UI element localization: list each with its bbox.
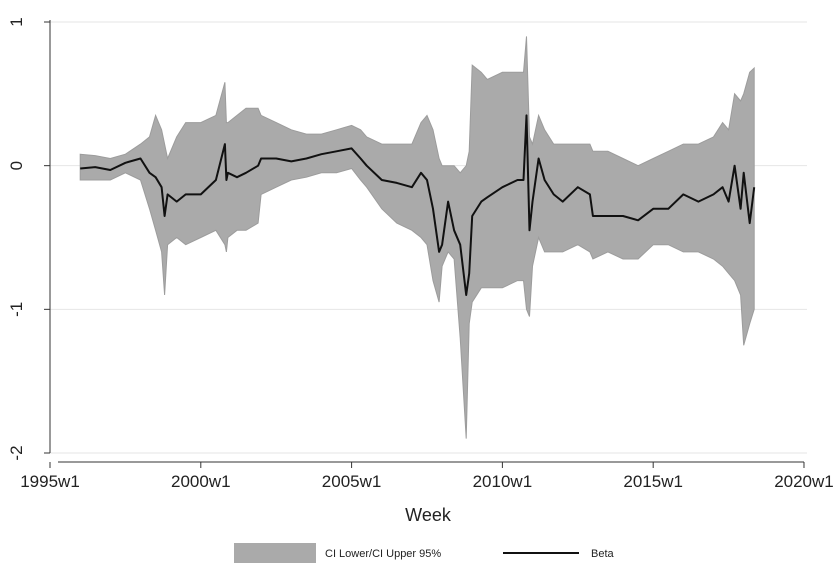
legend-beta-label: Beta [591, 548, 615, 560]
x-tick-label-3: 2010w1 [473, 472, 533, 491]
tick-layer: 1 0 -1 -2 1995w1 2000w1 2005w1 2010w1 2015w1 2020… [7, 17, 834, 491]
y-tick-label-1: 0 [7, 161, 26, 170]
legend-ci-label: CI Lower/CI Upper 95% [325, 548, 441, 560]
ci-band [79, 36, 755, 439]
axis-layer [49, 20, 804, 463]
x-axis-title: Week [405, 505, 452, 525]
y-tick-label-3: -2 [7, 445, 26, 460]
legend: CI Lower/CI Upper 95% Beta [234, 543, 615, 563]
beta-line-layer [80, 114, 756, 296]
x-tick-label-0: 1995w1 [20, 472, 80, 491]
ci-band-layer [79, 36, 755, 439]
x-tick-label-2: 2005w1 [322, 472, 382, 491]
y-tick-label-0: 1 [7, 17, 26, 26]
x-tick-label-5: 2020w1 [774, 472, 834, 491]
beta-line [80, 114, 756, 296]
x-tick-label-1: 2000w1 [171, 472, 231, 491]
legend-ci-swatch [234, 543, 316, 563]
x-tick-label-4: 2015w1 [623, 472, 683, 491]
y-tick-label-2: -1 [7, 302, 26, 317]
